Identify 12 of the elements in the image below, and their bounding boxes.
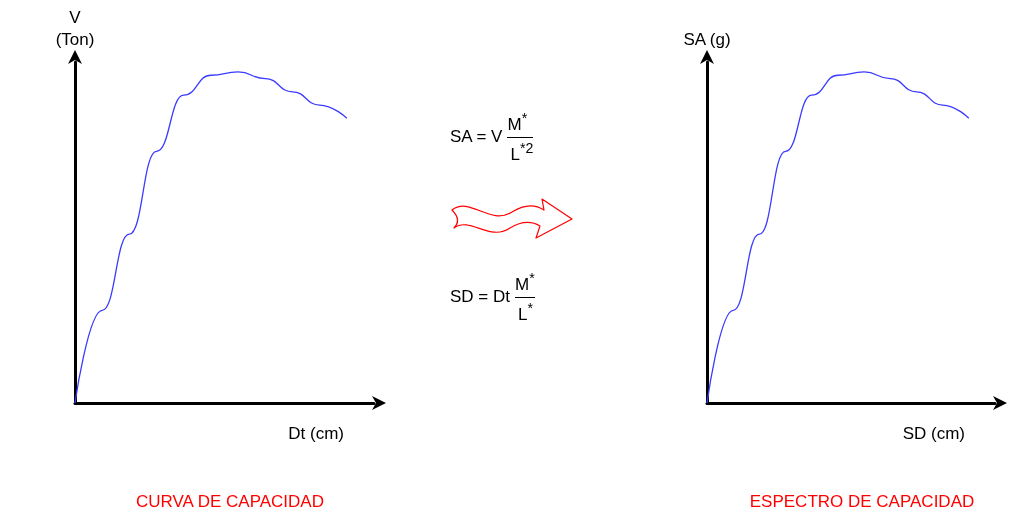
x-axis-title: SD (cm) — [902, 424, 965, 443]
text: M$^{*}$ — [515, 270, 535, 298]
text: M$^{*}$ — [507, 110, 534, 138]
text: SA = V — [450, 127, 503, 148]
text: L$^{*}$ — [517, 298, 534, 325]
text: ESPECTRO DE CAPACIDAD — [749, 492, 975, 511]
text: SD = Dt — [450, 287, 510, 308]
text: CURVA DE CAPACIDAD — [136, 492, 324, 511]
text: L$^{*2}$ — [509, 138, 534, 165]
y-axis-title: V (Ton) — [55, 7, 95, 49]
y-axis-title: SA (g) — [683, 29, 731, 49]
x-axis-title: Dt (cm) — [288, 424, 344, 443]
